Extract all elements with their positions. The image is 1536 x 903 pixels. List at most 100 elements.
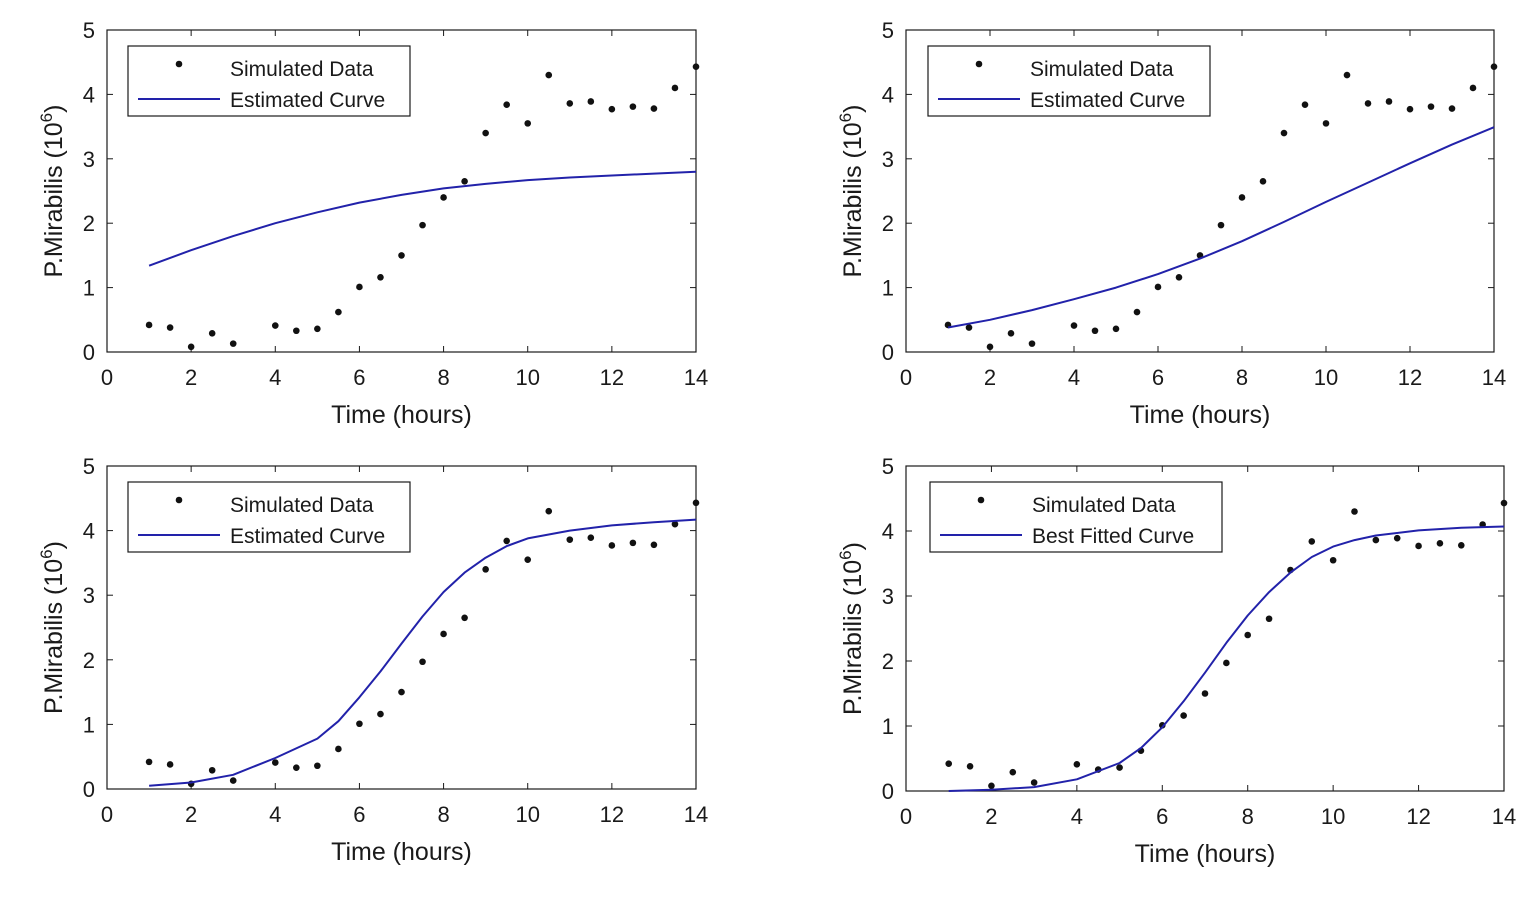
x-tick-label: 6 (353, 365, 365, 390)
x-tick-label: 6 (1156, 804, 1168, 829)
data-point (1280, 129, 1288, 137)
x-tick-label: 4 (269, 802, 281, 827)
data-point (377, 273, 384, 281)
data-point (145, 758, 153, 766)
x-tick-label: 12 (1406, 804, 1430, 829)
y-tick-label: 0 (83, 340, 95, 365)
x-tick-label: 8 (437, 802, 449, 827)
x-tick-label: 2 (185, 365, 197, 390)
data-point (1393, 534, 1401, 542)
data-point (1133, 308, 1141, 316)
legend-label: Best Fitted Curve (1032, 525, 1194, 548)
y-axis-label: P.Mirabilis (106) (37, 105, 68, 278)
x-tick-label: 12 (600, 802, 624, 827)
legend-marker-swatch (175, 496, 183, 504)
x-tick-label: 10 (515, 802, 539, 827)
data-point (1028, 340, 1036, 347)
data-point (356, 720, 363, 728)
data-point (1372, 536, 1380, 544)
legend-marker-swatch (975, 60, 983, 68)
data-point (1238, 194, 1246, 201)
y-tick-label: 1 (83, 276, 95, 301)
data-point (1322, 120, 1330, 127)
data-point (440, 194, 447, 201)
data-point (1265, 615, 1273, 623)
data-point (1490, 63, 1498, 71)
y-axis-label-superscript: 6 (836, 113, 855, 122)
legend-box (127, 45, 411, 117)
x-tick-label: 2 (985, 804, 997, 829)
data-point (692, 63, 700, 71)
x-tick-label: 12 (1398, 365, 1422, 390)
data-point (1091, 327, 1099, 335)
y-tick-label: 5 (882, 454, 894, 479)
legend: Simulated Data Estimated Curve (127, 481, 411, 553)
data-point (965, 324, 973, 331)
data-point (229, 777, 237, 784)
data-point (271, 759, 279, 766)
data-point (671, 84, 679, 92)
x-tick-label: 14 (1482, 365, 1506, 390)
data-point (1073, 761, 1081, 768)
data-point (1259, 178, 1267, 185)
data-point (1385, 98, 1393, 105)
data-point (1406, 105, 1414, 113)
legend-label: Simulated Data (230, 58, 374, 81)
legend: Simulated Data Estimated Curve (927, 45, 1211, 117)
x-tick-label: 6 (353, 802, 365, 827)
data-point (1112, 325, 1120, 333)
data-point (692, 499, 700, 507)
data-point (1415, 542, 1422, 550)
x-tick-label: 0 (900, 365, 912, 390)
y-tick-label: 1 (83, 712, 95, 737)
y-axis-label-close: ) (40, 105, 68, 113)
data-point (482, 129, 489, 137)
data-point (1154, 283, 1162, 291)
plot-area-frame (106, 465, 697, 790)
data-point (166, 761, 174, 768)
plot-area-frame (106, 29, 697, 353)
y-axis-label-close: ) (40, 541, 68, 549)
data-point (988, 782, 995, 790)
y-axis-label: P.Mirabilis (106) (836, 542, 867, 715)
x-tick-label: 10 (515, 365, 539, 390)
data-point (503, 537, 510, 545)
data-point (1158, 722, 1166, 729)
data-point (1436, 540, 1444, 547)
data-point (1301, 101, 1309, 109)
x-tick-label: 8 (1236, 365, 1248, 390)
x-axis-label: Time (hours) (1130, 401, 1271, 429)
y-tick-label: 3 (882, 147, 894, 172)
x-tick-label: 0 (101, 365, 113, 390)
data-point (1223, 659, 1230, 667)
data-point (356, 283, 363, 291)
data-point (1030, 779, 1038, 786)
y-axis-label-main: P.Mirabilis (10 (40, 122, 68, 277)
data-point (1351, 508, 1358, 515)
data-point (650, 541, 658, 549)
data-point (145, 321, 153, 329)
x-tick-label: 2 (984, 365, 996, 390)
y-tick-label: 5 (83, 18, 95, 43)
y-tick-label: 2 (882, 649, 894, 674)
data-point (1500, 499, 1508, 507)
y-axis-label-main: P.Mirabilis (10 (839, 560, 867, 715)
x-tick-label: 4 (1068, 365, 1080, 390)
data-point (986, 343, 994, 351)
series-line (947, 126, 1495, 329)
x-axis-label: Time (hours) (1135, 840, 1276, 868)
legend-box (929, 481, 1223, 553)
y-axis-label-main: P.Mirabilis (10 (40, 559, 68, 714)
data-point (566, 536, 574, 543)
data-point (1175, 273, 1183, 281)
data-point (587, 534, 595, 542)
data-point (440, 630, 447, 638)
series-line (149, 518, 697, 787)
data-point (293, 327, 300, 335)
data-point (1427, 103, 1435, 110)
y-axis-label-main: P.Mirabilis (10 (839, 122, 867, 277)
data-point (587, 98, 595, 105)
legend: Simulated Data Best Fitted Curve (929, 481, 1223, 553)
y-axis-label-superscript: 6 (37, 113, 56, 122)
